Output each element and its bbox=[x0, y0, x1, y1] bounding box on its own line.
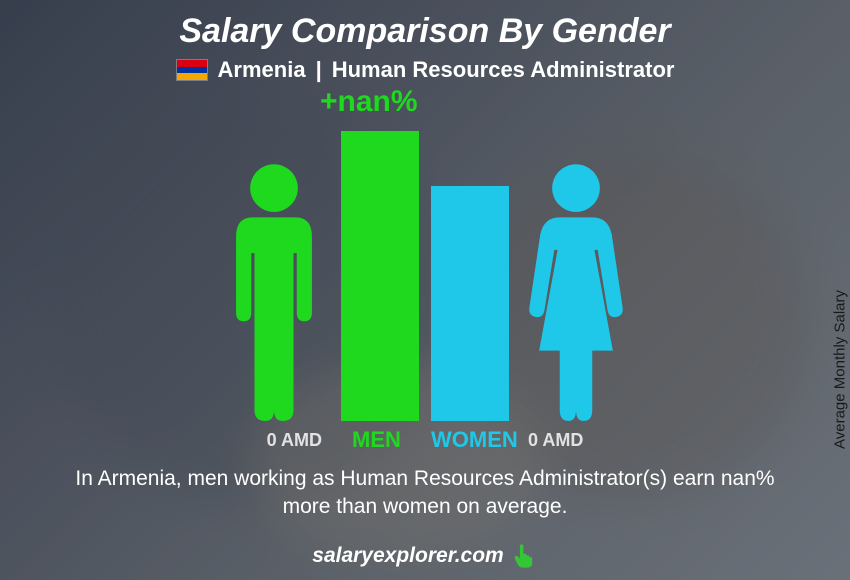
female-icon bbox=[521, 161, 631, 421]
chart-labels-row: 0 AMD MEN WOMEN 0 AMD bbox=[165, 427, 685, 453]
women-bar bbox=[431, 186, 509, 421]
women-label: WOMEN bbox=[431, 427, 516, 453]
subtitle-row: Armenia | Human Resources Administrator bbox=[176, 57, 675, 83]
description-text: In Armenia, men working as Human Resourc… bbox=[55, 465, 795, 522]
country-label: Armenia bbox=[218, 57, 306, 83]
percent-difference-label: +nan% bbox=[320, 85, 418, 119]
page-title: Salary Comparison By Gender bbox=[179, 12, 670, 51]
footer-site-label: salaryexplorer.com bbox=[312, 544, 503, 568]
male-icon bbox=[219, 161, 329, 421]
separator: | bbox=[316, 57, 322, 83]
footer: salaryexplorer.com bbox=[312, 542, 537, 570]
job-title-label: Human Resources Administrator bbox=[332, 57, 675, 83]
women-amount: 0 AMD bbox=[528, 430, 648, 451]
armenia-flag-icon bbox=[176, 59, 208, 81]
y-axis-label: Average Monthly Salary bbox=[832, 290, 849, 449]
men-amount: 0 AMD bbox=[202, 430, 322, 451]
pointer-hand-icon bbox=[510, 542, 538, 570]
men-label: MEN bbox=[334, 427, 419, 453]
men-bar bbox=[341, 131, 419, 421]
comparison-chart: +nan% bbox=[165, 91, 685, 421]
